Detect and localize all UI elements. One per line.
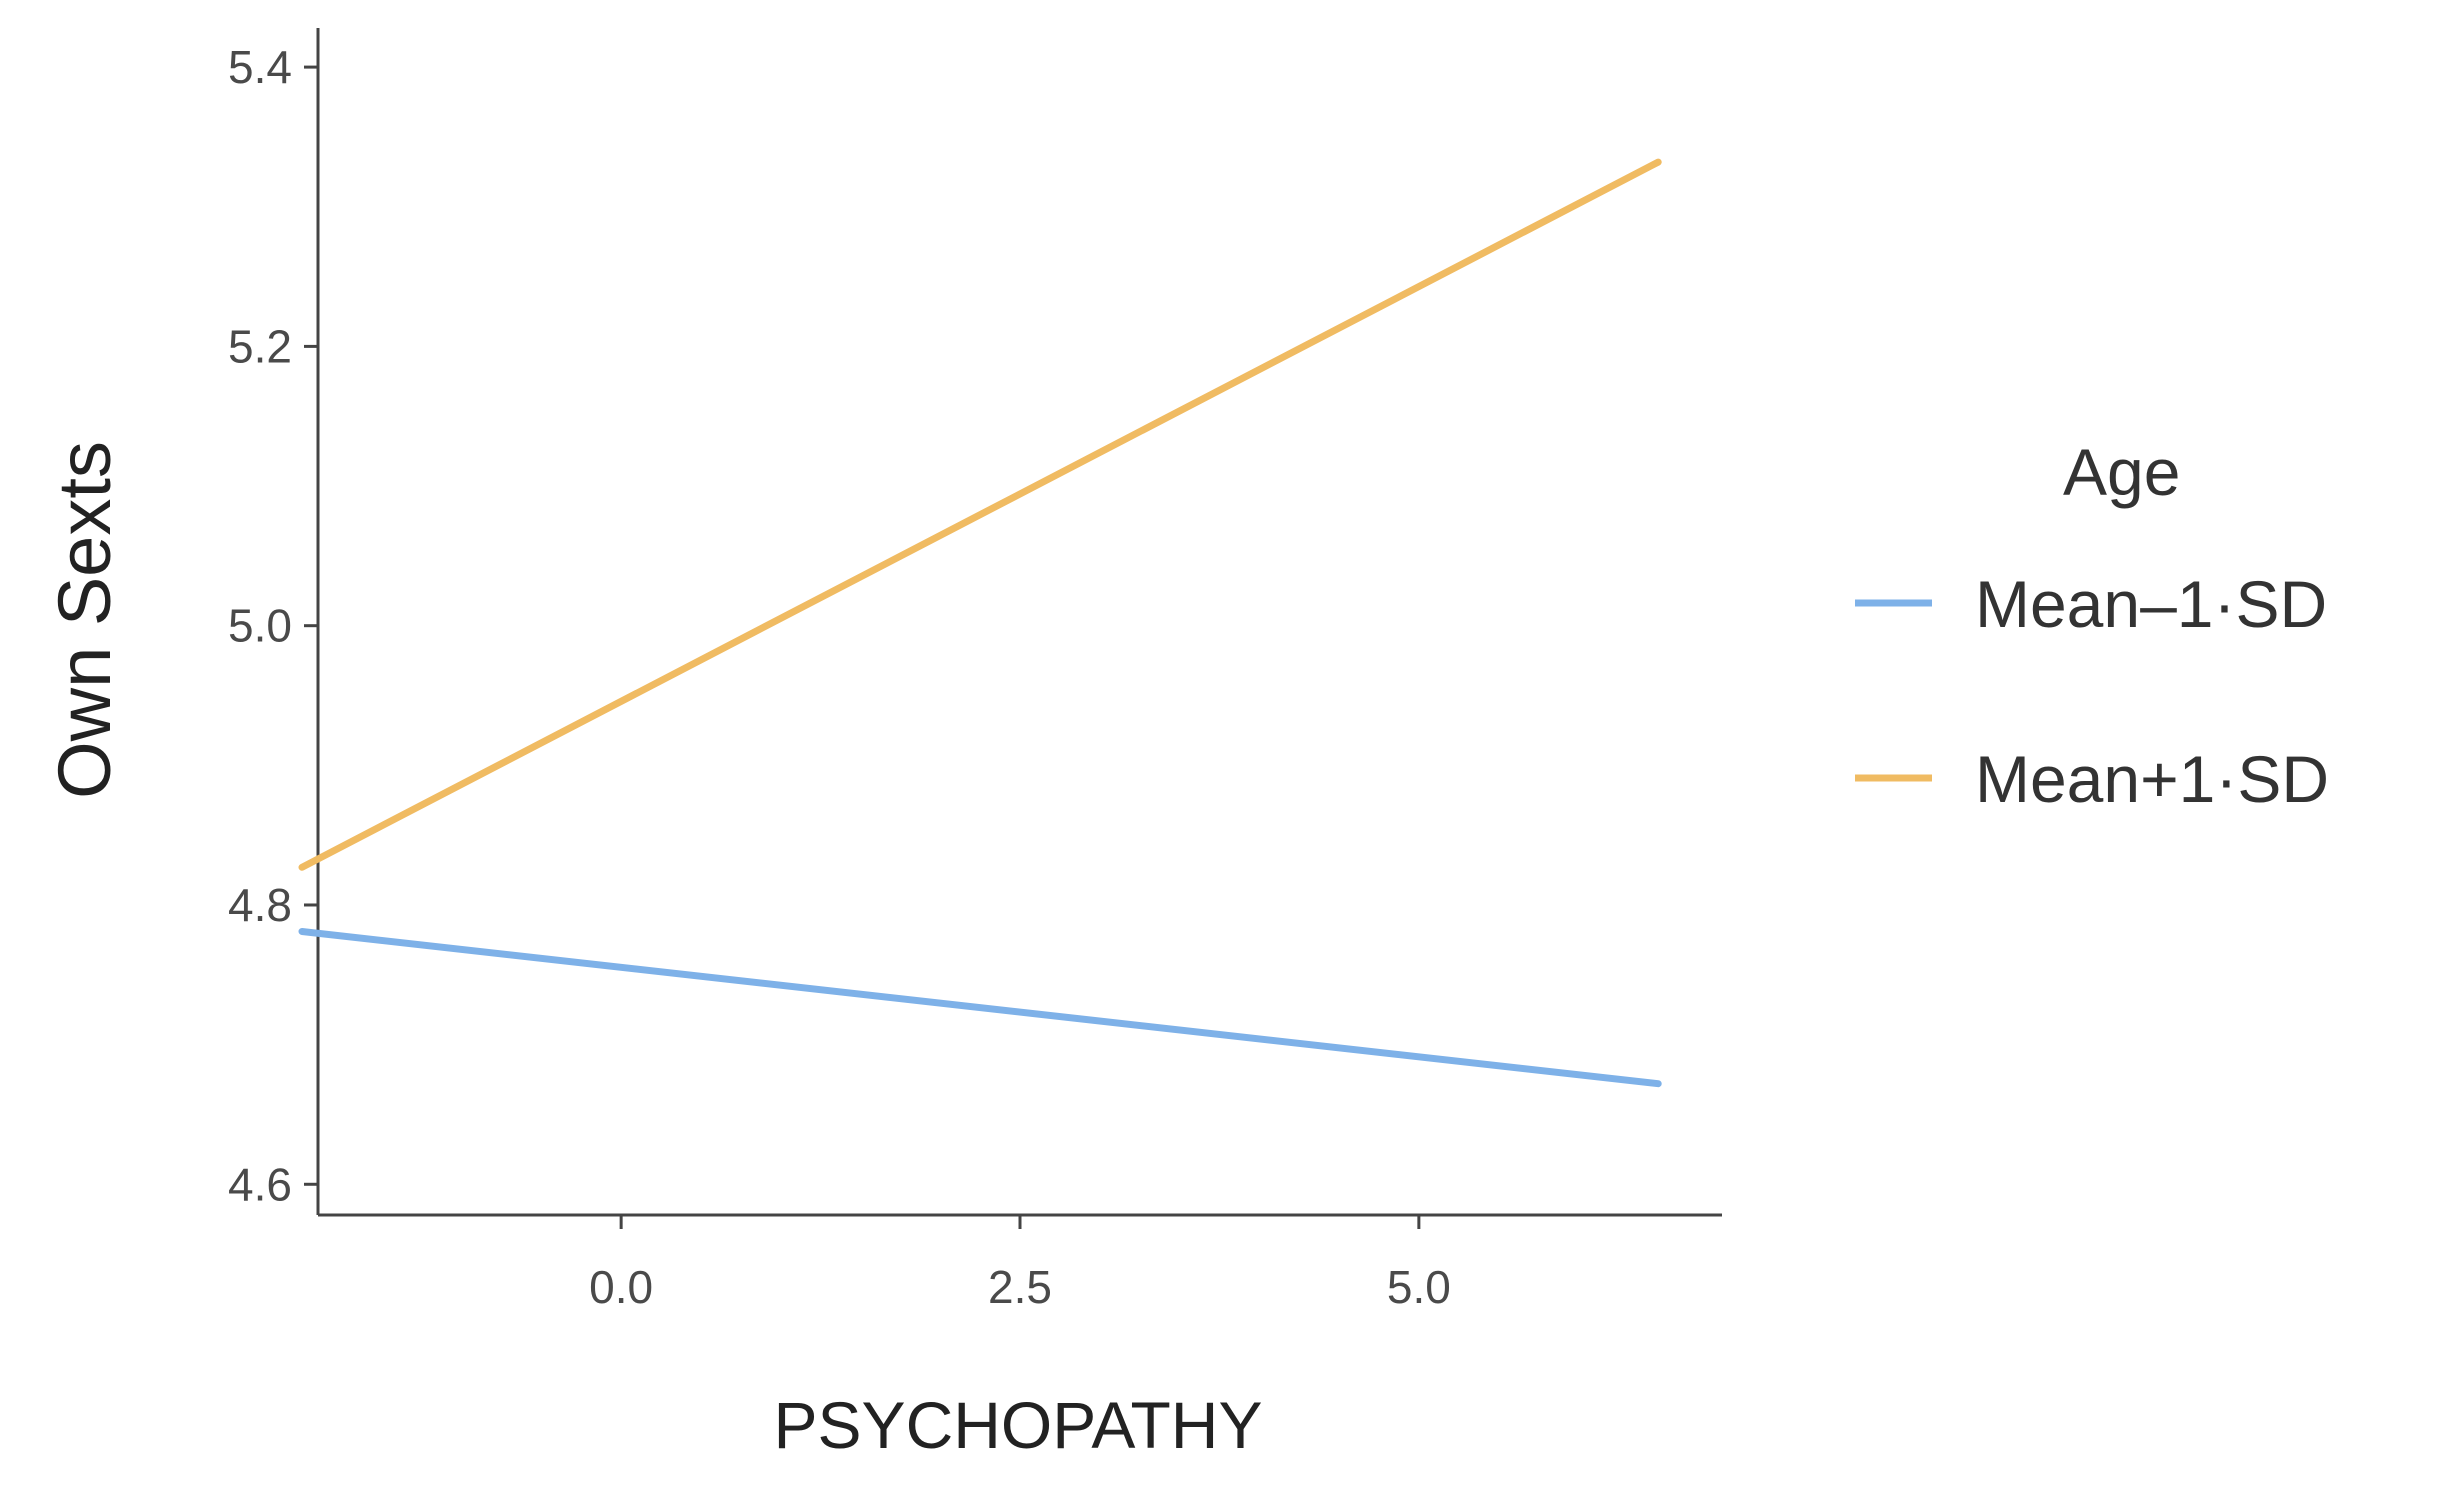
y-axis-title: Own Sexts	[43, 441, 126, 799]
series-line-1	[298, 158, 1662, 871]
x-ticks: 0.0 2.5 5.0	[589, 1215, 1451, 1313]
legend: Age Mean–1·SD Mean+1·SD	[1855, 435, 2329, 816]
x-tick-label: 0.0	[589, 1261, 653, 1313]
y-ticks: 4.6 4.8 5.0 5.2 5.4	[228, 41, 318, 1210]
y-tick-label: 4.8	[228, 879, 292, 931]
y-tick-label: 5.2	[228, 320, 292, 372]
y-tick-label: 5.0	[228, 600, 292, 652]
legend-items: Mean–1·SD Mean+1·SD	[1855, 567, 2329, 816]
y-tick-label: 4.6	[228, 1158, 292, 1210]
series-lines	[298, 158, 1662, 1088]
legend-label-0: Mean–1·SD	[1975, 567, 2327, 641]
axes	[316, 28, 1722, 1217]
y-tick-label: 5.4	[228, 41, 292, 93]
series-line-0	[298, 928, 1662, 1088]
x-axis-title: PSYCHOPATHY	[774, 1388, 1263, 1462]
legend-title: Age	[2063, 435, 2180, 509]
x-tick-label: 2.5	[988, 1261, 1052, 1313]
legend-label-1: Mean+1·SD	[1975, 742, 2329, 816]
x-tick-label: 5.0	[1387, 1261, 1451, 1313]
